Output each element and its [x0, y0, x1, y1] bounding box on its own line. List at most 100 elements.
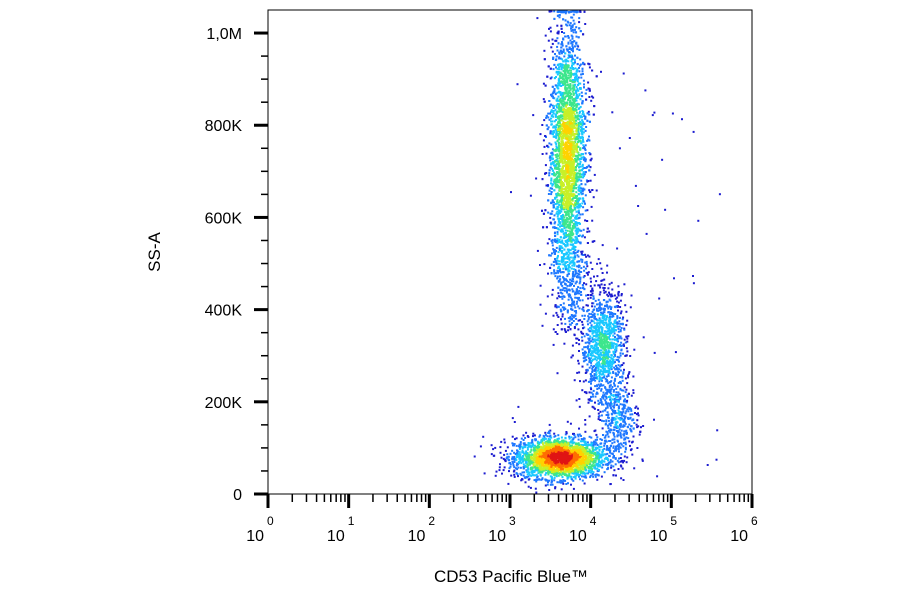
event-dot [596, 436, 599, 439]
event-dot [541, 460, 544, 463]
event-dot [579, 465, 582, 468]
event-dot [611, 453, 614, 456]
event-dot [581, 440, 584, 443]
event-dot [551, 210, 554, 213]
event-dot [600, 445, 603, 448]
event-dot [579, 449, 582, 451]
event-dot [597, 454, 599, 457]
event-dot [617, 468, 620, 470]
event-dot [575, 464, 578, 467]
event-dot [530, 474, 533, 477]
event-dot [555, 459, 558, 462]
event-dot [556, 215, 559, 218]
event-dot [564, 35, 567, 38]
event-dot [567, 74, 570, 77]
event-dot [545, 447, 548, 450]
event-dot [562, 136, 565, 138]
event-dot [596, 464, 599, 467]
event-dot [503, 458, 506, 461]
event-dot [521, 471, 524, 474]
event-dot [532, 471, 535, 473]
event-dot [562, 464, 565, 467]
event-dot [511, 457, 514, 460]
event-dot [573, 446, 575, 449]
event-dot [573, 451, 576, 454]
event-dot [559, 451, 562, 454]
event-dot [543, 468, 546, 471]
event-dot [564, 479, 567, 482]
event-dot [531, 438, 534, 441]
event-dot [580, 438, 583, 440]
event-dot [516, 449, 518, 452]
event-dot [546, 466, 549, 469]
event-dot [559, 473, 562, 476]
event-dot [551, 244, 554, 247]
event-dot [553, 464, 556, 467]
event-dot [567, 86, 570, 89]
event-dot [513, 451, 516, 454]
event-dot [575, 456, 577, 459]
event-dot [524, 452, 527, 455]
event-dot [573, 434, 576, 437]
event-dot [513, 444, 516, 447]
event-dot [542, 98, 545, 101]
event-dot [547, 450, 550, 453]
event-dot [555, 311, 558, 314]
event-dot [586, 452, 588, 455]
event-dot [506, 453, 509, 456]
event-dot [603, 444, 606, 447]
event-dot [583, 275, 586, 277]
event-dot [576, 44, 579, 47]
event-dot [492, 448, 495, 451]
event-dot [577, 473, 580, 476]
event-dot [542, 443, 545, 446]
event-dot [556, 372, 559, 375]
event-dot [556, 453, 559, 456]
event-dot [542, 82, 545, 85]
event-dot [543, 49, 546, 52]
event-dot [588, 448, 591, 451]
event-dot [553, 172, 556, 175]
event-dot [543, 145, 546, 148]
event-dot [582, 437, 585, 440]
event-dot [560, 85, 563, 87]
event-dot [571, 288, 574, 291]
event-dot [553, 441, 556, 444]
event-dot [560, 462, 562, 465]
event-dot [564, 462, 566, 465]
event-dot [518, 451, 521, 454]
event-dot [606, 468, 609, 471]
event-dot [556, 97, 559, 100]
event-dot [578, 456, 581, 459]
event-dot [530, 462, 532, 465]
event-dot [584, 456, 587, 459]
event-dot [547, 451, 550, 454]
event-dot [576, 465, 579, 468]
event-dot [522, 442, 525, 445]
event-dot [513, 475, 516, 478]
event-dot [534, 474, 537, 477]
event-dot [609, 461, 612, 464]
event-dot [536, 249, 539, 252]
event-dot [580, 229, 583, 232]
event-dot [508, 467, 511, 470]
event-dot [560, 488, 563, 491]
event-dot [555, 39, 558, 42]
event-dot [564, 455, 567, 458]
event-dot [580, 471, 583, 474]
event-dot [522, 455, 524, 457]
event-dot [571, 464, 574, 467]
event-dot [591, 470, 593, 473]
event-dot [561, 439, 564, 442]
event-dot [535, 479, 538, 481]
event-dot [502, 457, 505, 460]
event-dot [542, 139, 545, 142]
event-dot [585, 255, 588, 258]
event-dot [565, 462, 568, 465]
event-dot [582, 438, 585, 441]
event-dot [557, 434, 560, 437]
event-dot [550, 442, 553, 445]
event-dot [553, 272, 556, 275]
event-dot [547, 473, 550, 476]
event-dot [583, 443, 586, 446]
